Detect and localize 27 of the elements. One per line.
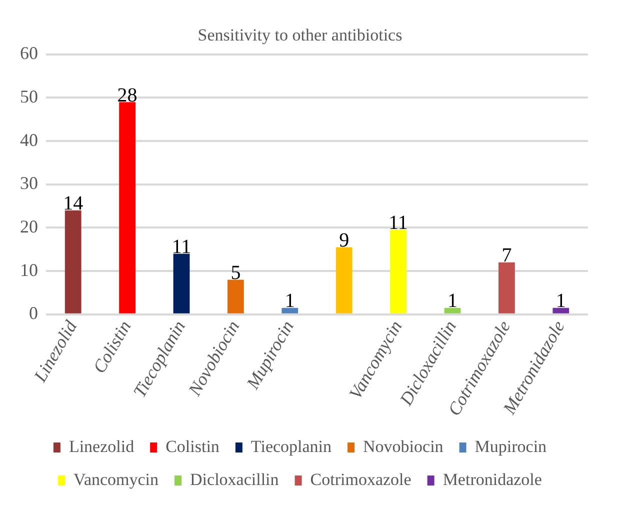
legend-label: Mupirocin [474,436,548,456]
legend-label: Cotrimoxazole [310,470,412,489]
legend-label: Colistin [166,436,220,456]
chart-title: Sensitivity to other antibiotics [198,26,402,45]
annotation: 5 [230,262,241,284]
y-tick-label: 50 [20,86,38,106]
annotation: 1 [556,290,566,312]
annotation: 1 [448,290,458,312]
annotation: 14 [63,192,84,215]
legend-label: Tiecoplanin [250,436,332,456]
legend-label: Metronidazole [442,470,542,489]
y-tick-label: 10 [20,260,38,280]
y-tick-label: 60 [20,43,38,64]
annotation: 9 [339,229,350,252]
y-tick-label: 20 [20,216,38,236]
annotation: 28 [117,84,138,106]
legend-label: Dicloxacillin [190,470,280,489]
annotation: 11 [388,212,408,234]
y-tick-label: 30 [20,173,38,194]
y-tick-label: 40 [20,130,38,150]
legend-label: Linezolid [68,436,135,456]
annotation: 7 [502,244,512,267]
annotation: 1 [284,290,295,312]
y-tick-label: 0 [29,303,38,324]
legend-label: Vancomycin [74,470,160,489]
annotation: 11 [172,236,192,258]
legend-label: Novobiocin [363,436,444,456]
